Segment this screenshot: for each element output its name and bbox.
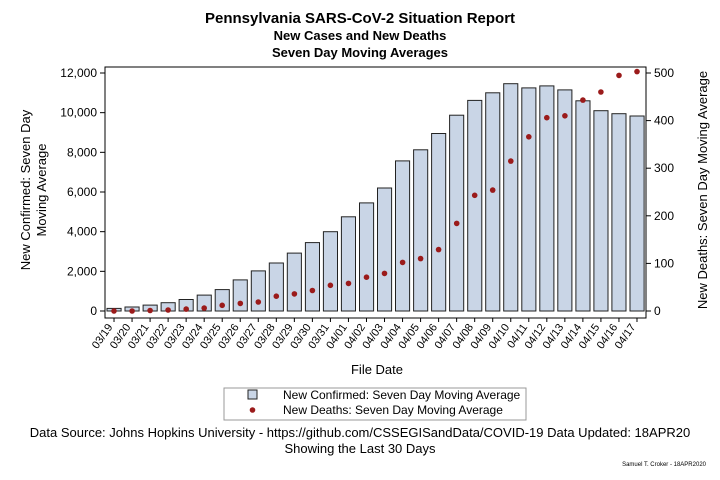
left-tick-label: 4,000 xyxy=(67,225,97,239)
right-tick-label: 400 xyxy=(654,114,674,128)
right-tick-label: 300 xyxy=(654,161,674,175)
death-point-04-07 xyxy=(453,220,460,227)
death-point-04-16 xyxy=(616,72,622,79)
left-tick-label: 10,000 xyxy=(60,106,97,120)
legend-bar-label: New Confirmed: Seven Day Moving Average xyxy=(283,388,521,402)
x-axis-title: File Date xyxy=(351,362,403,377)
death-point-04-17 xyxy=(634,68,640,75)
bar-04-08 xyxy=(467,99,483,312)
date-range-footnote: Showing the Last 30 Days xyxy=(284,441,436,456)
chart-title: Pennsylvania SARS-CoV-2 Situation Report xyxy=(204,10,516,27)
bar-04-01 xyxy=(340,216,356,312)
right-tick-label: 500 xyxy=(654,66,674,80)
death-point-03-27 xyxy=(255,299,262,305)
right-tick-label: 200 xyxy=(654,209,674,223)
death-point-04-08 xyxy=(471,192,478,199)
death-point-04-05 xyxy=(417,255,424,262)
bar-04-14 xyxy=(575,100,591,312)
bar-04-12 xyxy=(539,85,555,312)
legend-point-label: New Deaths: Seven Day Moving Average xyxy=(283,403,503,417)
bar-04-10 xyxy=(503,83,519,312)
bar-03-24 xyxy=(196,294,212,312)
left-tick-label: 12,000 xyxy=(60,66,97,80)
right-tick-label: 0 xyxy=(654,304,661,318)
death-point-03-28 xyxy=(273,293,280,300)
death-point-03-23 xyxy=(183,306,189,312)
bar-04-13 xyxy=(557,89,573,312)
death-point-04-06 xyxy=(435,246,442,253)
death-point-03-30 xyxy=(309,287,316,294)
bar-03-30 xyxy=(304,242,320,312)
bar-04-04 xyxy=(395,160,411,312)
death-point-03-25 xyxy=(219,302,225,309)
death-point-03-19 xyxy=(111,308,117,314)
death-point-04-04 xyxy=(399,259,406,266)
death-point-04-01 xyxy=(345,280,352,287)
bar-04-09 xyxy=(485,92,501,312)
bar-03-25 xyxy=(214,289,230,312)
bar-03-27 xyxy=(250,270,266,312)
left-tick-label: 2,000 xyxy=(67,264,97,278)
death-point-04-13 xyxy=(562,113,568,119)
death-point-04-12 xyxy=(544,114,550,121)
death-point-04-10 xyxy=(508,158,514,164)
death-point-03-29 xyxy=(291,291,298,297)
data-source-footnote: Data Source: Johns Hopkins University - … xyxy=(29,425,691,440)
bar-04-06 xyxy=(431,133,447,312)
right-axis-title: New Deaths: Seven Day Moving Average xyxy=(695,71,710,309)
bar-04-17 xyxy=(629,115,645,312)
death-point-03-26 xyxy=(237,300,244,307)
death-point-03-20 xyxy=(129,308,135,314)
death-point-04-15 xyxy=(598,89,604,95)
death-point-03-21 xyxy=(147,307,153,314)
left-tick-label: 8,000 xyxy=(67,145,97,159)
right-tick-label: 100 xyxy=(654,256,674,270)
bar-04-16 xyxy=(611,113,627,312)
left-tick-label: 0 xyxy=(90,304,97,318)
legend-point-swatch xyxy=(249,407,256,413)
bar-04-11 xyxy=(521,87,537,312)
legend-bar-swatch xyxy=(247,389,258,400)
death-point-04-02 xyxy=(363,274,370,281)
death-point-04-03 xyxy=(381,270,388,277)
legend-box xyxy=(223,387,527,421)
death-point-04-11 xyxy=(526,134,532,140)
bar-03-29 xyxy=(286,252,302,312)
left-tick-label: 6,000 xyxy=(67,185,97,199)
death-point-03-31 xyxy=(327,282,334,289)
bar-04-03 xyxy=(377,187,393,312)
bar-03-26 xyxy=(232,279,248,312)
death-point-03-22 xyxy=(165,307,171,313)
author-signature: Samuel T. Croker - 18APR2020 xyxy=(622,462,706,468)
chart-subtitle-2: Seven Day Moving Averages xyxy=(271,45,449,60)
bar-03-31 xyxy=(322,231,338,312)
death-point-03-24 xyxy=(201,305,207,311)
bar-03-28 xyxy=(268,262,284,312)
chart-subtitle-1: New Cases and New Deaths xyxy=(273,28,447,43)
bar-04-02 xyxy=(359,202,375,312)
left-axis-title: New Confirmed: Seven DayMoving Average xyxy=(18,109,49,270)
bar-04-15 xyxy=(593,110,609,312)
bar-04-05 xyxy=(413,149,429,312)
death-point-04-14 xyxy=(580,97,586,103)
death-point-04-09 xyxy=(489,187,496,193)
bar-04-07 xyxy=(449,114,465,312)
